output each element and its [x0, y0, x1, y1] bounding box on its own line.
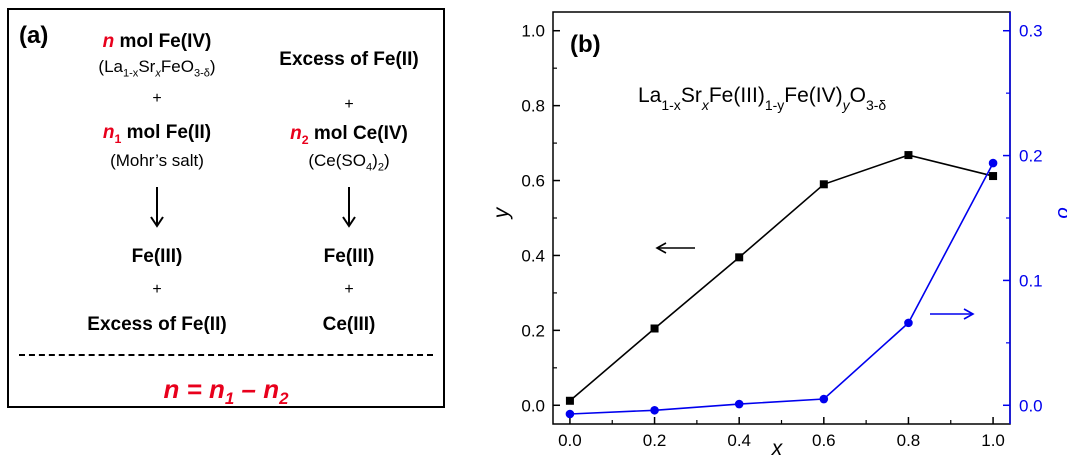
- ceso4-c: ): [383, 151, 390, 170]
- right-plus-1: +: [344, 96, 354, 113]
- chart: 0.0 0.2 0.4 0.6 0.8 1.0 0.0 0.2 0.4 0.6 0.8 1.0 0.0 0…: [490, 11, 1067, 460]
- ticks-group: 0.0 0.2 0.4 0.6 0.8 1.0 0.0 0.2 0.4 0.6 0.8 1.0 0.0 0…: [521, 22, 1042, 450]
- y-right-tick-label: 0.2: [1019, 147, 1043, 166]
- panel-a: (a) n mol Fe(IV) (La1-xSrxFeO3-δ) + n1 m…: [7, 8, 445, 408]
- compound-3d: 3-δ: [193, 67, 210, 80]
- y-axis-left-label: y: [490, 206, 513, 220]
- compound-formula: (La1-xSrxFeO3-δ): [98, 58, 215, 79]
- panel-a-label: (a): [19, 22, 49, 49]
- left-fe4-line: n mol Fe(IV): [103, 32, 212, 51]
- chart-title: La1-xSrxFe(III)1-yFe(IV)yO3-δ: [638, 84, 886, 113]
- y-right-tick-label: 0.3: [1019, 22, 1043, 41]
- fe4-text: mol Fe(IV): [114, 31, 212, 52]
- x-tick-label: 0.4: [727, 431, 751, 450]
- title-fe4: Fe(IV): [784, 84, 842, 107]
- n2-symbol: n: [290, 123, 302, 144]
- ceso4-a: (Ce(SO: [308, 151, 366, 170]
- left-fe3: Fe(III): [131, 246, 183, 267]
- title-o-sub: 3-δ: [866, 97, 886, 113]
- fe2-text: mol Fe(II): [121, 122, 212, 143]
- delta-data-point: [904, 318, 913, 328]
- title-fe4-sub: y: [842, 97, 851, 113]
- y-left-tick-label: 0.6: [521, 172, 545, 191]
- right-ce4-line: n2 mol Ce(IV): [290, 124, 408, 146]
- left-fe2-line: n1 mol Fe(II): [103, 123, 211, 145]
- n2-sub: 2: [301, 132, 309, 147]
- compound-x: x: [155, 67, 161, 80]
- right-down-arrow-icon: [342, 187, 356, 228]
- left-excess-fe2: Excess of Fe(II): [87, 314, 227, 335]
- ceso4-formula: (Ce(SO4)2): [308, 152, 389, 173]
- delta-series-line: [569, 162, 994, 415]
- dashed-divider: [19, 354, 433, 356]
- n-symbol: n: [102, 31, 115, 52]
- n1-sub: 1: [114, 131, 122, 146]
- panel-b: 0.0 0.2 0.4 0.6 0.8 1.0 0.0 0.2 0.4 0.6 0.8 1.0 0.0 0…: [480, 0, 1067, 460]
- x-tick-label: 0.8: [897, 431, 921, 450]
- y-data-point: [735, 253, 744, 262]
- title-sr: Sr: [681, 84, 702, 107]
- title-la: La: [638, 84, 662, 107]
- ceso4-sub2: 2: [377, 161, 384, 174]
- n-formula: n = n1 – n2: [163, 374, 288, 409]
- left-plus-1: +: [152, 90, 162, 107]
- y-axis-right-label: δ: [1053, 207, 1067, 219]
- y-left-tick-label: 0.2: [521, 321, 545, 340]
- y-right-tick-label: 0.0: [1019, 396, 1043, 415]
- delta-data-point: [565, 409, 575, 419]
- left-axis-arrow-icon: [655, 242, 695, 254]
- y-left-tick-label: 0.0: [521, 396, 545, 415]
- right-fe3: Fe(III): [323, 246, 375, 267]
- ce4-text: mol Ce(IV): [308, 123, 408, 144]
- y-right-tick-label: 0.1: [1019, 271, 1043, 290]
- left-plus-2: +: [152, 281, 162, 298]
- delta-data-point: [988, 158, 998, 168]
- left-down-arrow-icon: [150, 187, 164, 228]
- title-sr-sub: x: [701, 97, 710, 113]
- y-left-tick-label: 1.0: [521, 22, 545, 41]
- delta-data-point: [734, 399, 744, 409]
- compound-close: ): [209, 57, 216, 76]
- y-data-point: [565, 396, 574, 405]
- panel-b-label: (b): [570, 31, 601, 58]
- series-group: [565, 151, 998, 419]
- y-data-point: [650, 324, 659, 333]
- x-tick-label: 1.0: [981, 431, 1005, 450]
- n1-symbol: n: [102, 122, 115, 143]
- formula-n: n = n: [163, 374, 225, 404]
- x-tick-label: 0.2: [643, 431, 667, 450]
- plot-frame: [552, 11, 1011, 425]
- formula-sub1: 1: [224, 389, 235, 409]
- right-ce3: Ce(III): [322, 314, 376, 335]
- right-excess-fe2: Excess of Fe(II): [279, 49, 419, 70]
- y-left-tick-label: 0.8: [521, 97, 545, 116]
- ceso4-sub: 4: [365, 161, 373, 174]
- delta-data-point: [819, 394, 829, 404]
- right-plus-2: +: [344, 281, 354, 298]
- y-left-tick-label: 0.4: [521, 246, 545, 265]
- x-axis-label: x: [771, 437, 784, 458]
- title-fe3: Fe(III): [709, 84, 765, 107]
- formula-minus: – n: [234, 374, 280, 404]
- title-o: O: [850, 84, 866, 107]
- x-tick-label: 0.6: [812, 431, 836, 450]
- compound-1x: 1-x: [122, 67, 139, 80]
- delta-data-point: [650, 405, 659, 415]
- compound-feo: FeO: [160, 57, 194, 76]
- compound-sr: Sr: [138, 57, 156, 76]
- y-series-line: [569, 154, 994, 402]
- y-data-point: [904, 151, 913, 160]
- formula-sub2: 2: [279, 389, 289, 409]
- y-data-point: [989, 172, 998, 181]
- compound-la: (La: [98, 57, 123, 76]
- x-tick-label: 0.0: [558, 431, 582, 450]
- title-la-sub: 1-x: [661, 97, 680, 113]
- mohr-salt: (Mohr’s salt): [110, 151, 204, 170]
- title-fe3-sub: 1-y: [765, 97, 784, 113]
- y-data-point: [819, 180, 828, 189]
- ceso4-b: ): [372, 151, 378, 170]
- right-axis-arrow-icon: [930, 308, 975, 320]
